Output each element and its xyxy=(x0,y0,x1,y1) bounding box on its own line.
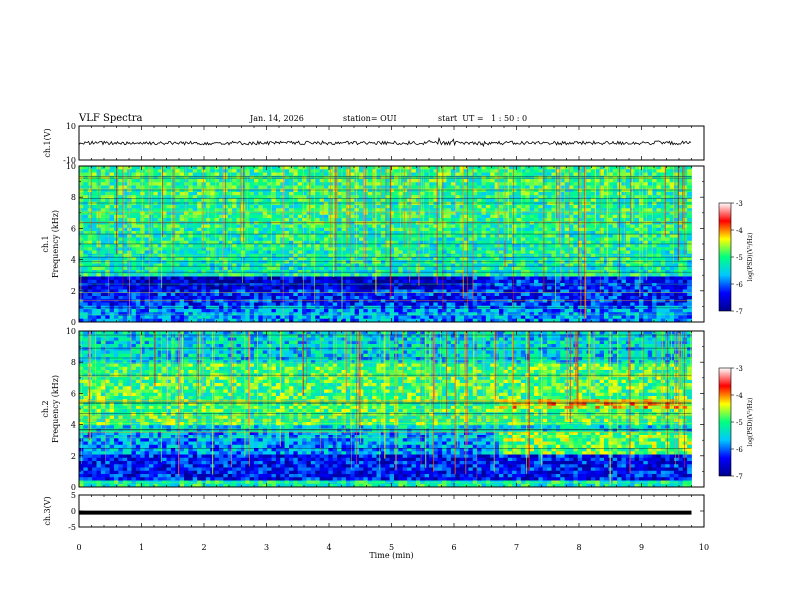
colorbar-tick-label: -4 xyxy=(736,227,743,235)
y-tick-label: 4 xyxy=(71,421,76,430)
x-tick-label: 5 xyxy=(389,543,394,552)
colorbar-tick-label: -5 xyxy=(736,419,743,427)
y-tick-label: 2 xyxy=(71,287,76,296)
y-axis-label: ch.3(V) xyxy=(43,496,52,525)
y-tick-label: 5 xyxy=(71,491,76,500)
y-axis-label: ch.1 xyxy=(41,235,50,252)
colorbar-1 xyxy=(718,202,732,312)
y-tick-label: 2 xyxy=(71,452,76,461)
y-tick-label: 10 xyxy=(66,122,76,131)
x-tick-label: 9 xyxy=(639,543,644,552)
y-tick-label: 8 xyxy=(71,358,76,367)
y-tick-label: 0 xyxy=(71,483,76,492)
header-date: Jan. 14, 2026 xyxy=(250,114,304,123)
y-tick-label: 0 xyxy=(71,318,76,327)
header-start-time: start UT = 1 : 50 : 0 xyxy=(438,114,528,123)
colorbar-tick-label: -7 xyxy=(736,473,743,481)
y-axis-label: ch.2 xyxy=(41,400,50,417)
colorbar-tick-label: -7 xyxy=(736,308,743,316)
ch2-spectrogram-image xyxy=(79,331,692,488)
colorbar-tick-label: -4 xyxy=(736,392,743,400)
x-tick-label: 2 xyxy=(201,543,206,552)
colorbar-tick-label: -6 xyxy=(736,281,743,289)
y-axis-label: Frequency (kHz) xyxy=(51,210,60,278)
y-tick-label: 10 xyxy=(66,162,76,171)
x-tick-label: 1 xyxy=(139,543,144,552)
y-axis-label: ch.1(V) xyxy=(43,128,52,157)
x-tick-label: 0 xyxy=(76,543,81,552)
y-tick-label: 6 xyxy=(71,224,76,233)
y-tick-label: -5 xyxy=(68,523,76,532)
y-tick-label: 0 xyxy=(71,507,76,516)
x-tick-label: 7 xyxy=(514,543,519,552)
x-axis-label: Time (min) xyxy=(369,551,413,560)
chart-title: VLF Spectra xyxy=(79,113,143,124)
colorbar-tick-label: -3 xyxy=(736,365,743,373)
ch1-waveform-trace xyxy=(78,136,692,148)
colorbar-tick-label: -5 xyxy=(736,254,743,262)
y-tick-label: -10 xyxy=(63,156,76,165)
colorbar-label: log(PSD)(V²/Hz) xyxy=(747,233,754,282)
colorbar-tick-label: -3 xyxy=(736,200,743,208)
y-tick-label: 6 xyxy=(71,389,76,398)
ch1-spectrogram-image xyxy=(79,166,692,323)
x-tick-label: 3 xyxy=(264,543,269,552)
colorbar-label: log(PSD)(V²/Hz) xyxy=(747,398,754,447)
x-tick-label: 4 xyxy=(326,543,331,552)
x-tick-label: 8 xyxy=(576,543,581,552)
y-tick-label: 10 xyxy=(66,327,76,336)
y-axis-label: Frequency (kHz) xyxy=(51,375,60,443)
y-tick-label: 4 xyxy=(71,256,76,265)
x-tick-label: 6 xyxy=(451,543,456,552)
colorbar-2 xyxy=(718,367,732,477)
y-tick-label: 8 xyxy=(71,193,76,202)
colorbar-tick-label: -6 xyxy=(736,446,743,454)
header-station: station= OUI xyxy=(343,114,397,123)
x-tick-label: 10 xyxy=(699,543,709,552)
